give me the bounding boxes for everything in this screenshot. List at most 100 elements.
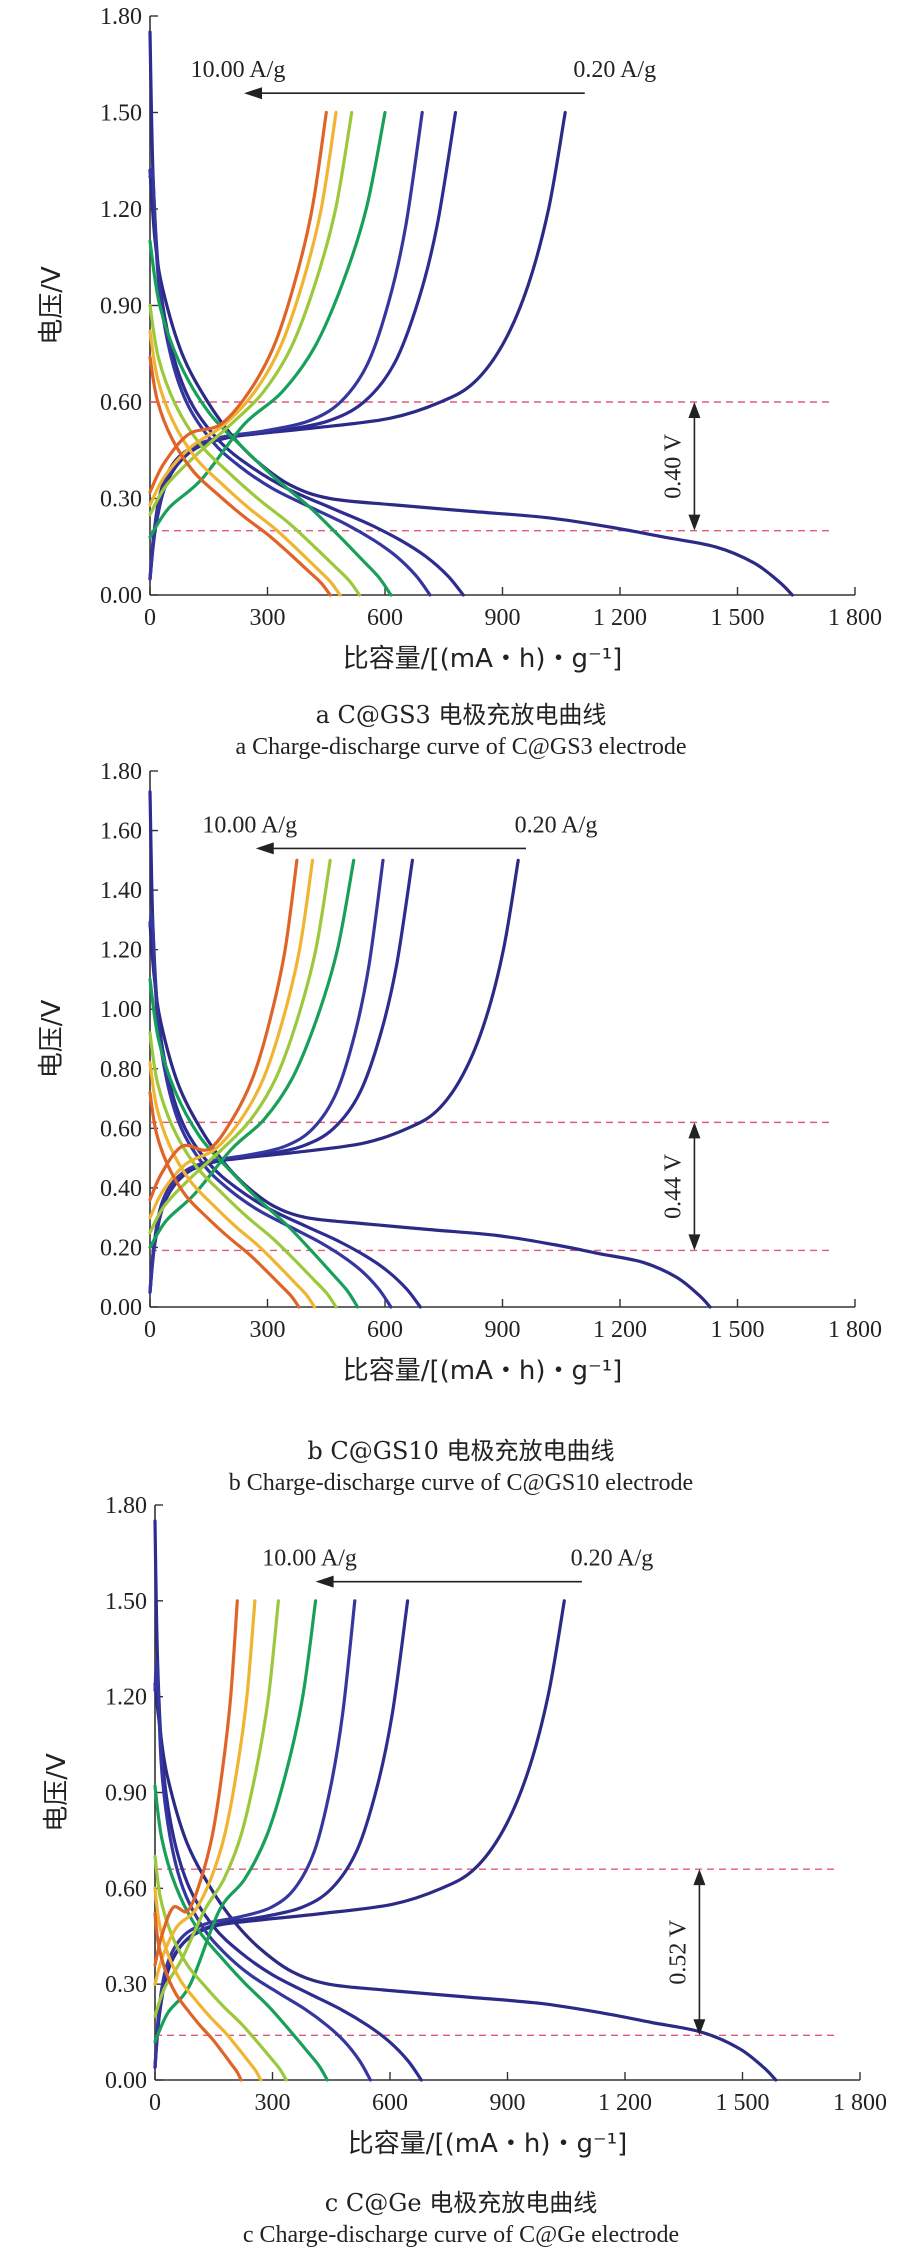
- discharge-curve-6: [153, 1886, 263, 2082]
- caption-cn-c: c C@Ge 电极充放电曲线: [324, 2189, 598, 2217]
- y-tick-label: 1.00: [100, 997, 142, 1023]
- charge-curve-3: [148, 110, 424, 581]
- x-tick-label: 300: [250, 605, 286, 631]
- discharge-curve-1: [148, 168, 794, 597]
- discharge-curve-1: [153, 1682, 778, 2082]
- x-axis-label: 比容量/[(mA・h)・g⁻¹]: [348, 2129, 628, 2159]
- charge-curve-1: [148, 110, 567, 581]
- x-tick-label: 0: [149, 2090, 161, 2116]
- y-axis-label: 电压/V: [37, 266, 67, 345]
- charge-curve-5: [153, 1599, 280, 2018]
- charge-curve-3: [153, 1599, 357, 2069]
- gap-arrow-head-down: [693, 2019, 706, 2036]
- x-axis-label: 比容量/[(mA・h)・g⁻¹]: [343, 1356, 623, 1386]
- charge-curve-6: [148, 110, 338, 507]
- chart-panel-a: 0.00 0.30 0.60 0.90 1.20 1.50 1.80 0 300 600 900 1 …: [0, 0, 922, 760]
- discharge-curve-1: [148, 921, 712, 1309]
- x-tick-label: 1 500: [716, 2090, 770, 2116]
- caption-cn-a: a C@GS3 电极充放电曲线: [315, 701, 607, 729]
- caption-en-b: b Charge-discharge curve of C@GS10 elect…: [228, 1470, 694, 1496]
- gap-label: 0.40 V: [660, 433, 686, 499]
- charge-curve-4: [153, 1599, 318, 2044]
- y-tick-label: 1.20: [100, 197, 142, 223]
- discharge-curve-7: [153, 1912, 243, 2082]
- gap-arrow-head-up: [693, 1869, 706, 1886]
- charge-curve-2: [148, 858, 414, 1294]
- y-axis-label: 电压/V: [42, 1753, 72, 1832]
- rate-arrow-head: [244, 87, 262, 100]
- x-tick-label: 1 500: [711, 1317, 765, 1343]
- chart-a: 0.00 0.30 0.60 0.90 1.20 1.50 1.80 0 300 600 900 1 …: [37, 4, 882, 674]
- x-tick-label: 300: [255, 2090, 291, 2116]
- charge-curve-4: [148, 858, 356, 1249]
- rate-low-label: 0.20 A/g: [515, 812, 598, 838]
- y-tick-label: 0.90: [100, 294, 142, 320]
- rate-high-label: 10.00 A/g: [202, 812, 297, 838]
- caption-en-a: a Charge-discharge curve of C@GS3 electr…: [235, 734, 687, 760]
- charge-curve-1: [148, 858, 520, 1294]
- discharge-curve-5: [148, 1031, 338, 1309]
- y-tick-label: 0.30: [105, 1972, 147, 1998]
- x-tick-label: 1 200: [598, 2090, 652, 2116]
- gap-arrow-head-down: [688, 1234, 701, 1251]
- chart-panel-c: 0.00 0.30 0.60 0.90 1.20 1.50 1.80 0 300 600 900 1 …: [0, 1493, 922, 2256]
- y-tick-label: 1.80: [100, 759, 142, 785]
- x-tick-label: 0: [144, 1317, 156, 1343]
- discharge-curve-5: [148, 303, 362, 597]
- y-tick-label: 0.20: [100, 1235, 142, 1261]
- gap-arrow-head-up: [688, 402, 701, 418]
- charge-curve-2: [148, 110, 458, 581]
- discharge-curve-7: [148, 355, 332, 597]
- y-tick-label: 1.20: [105, 1685, 147, 1711]
- x-tick-label: 900: [485, 1317, 521, 1343]
- y-tick-label: 1.40: [100, 878, 142, 904]
- y-tick-label: 0.60: [105, 1876, 147, 1902]
- x-tick-label: 1 500: [711, 605, 765, 631]
- rate-arrow-head: [315, 1575, 334, 1588]
- discharge-curve-3: [148, 167, 432, 597]
- x-tick-label: 900: [490, 2090, 526, 2116]
- y-tick-label: 1.80: [100, 4, 142, 30]
- y-tick-label: 0.80: [100, 1057, 142, 1083]
- rate-arrow-head: [255, 842, 274, 855]
- discharge-curve-4: [153, 1784, 329, 2082]
- x-tick-label: 1 800: [828, 605, 882, 631]
- y-tick-label: 0.60: [100, 1116, 142, 1142]
- discharge-curve-4: [148, 239, 393, 597]
- y-tick-label: 0.00: [100, 583, 142, 609]
- charge-curve-7: [153, 1599, 239, 1967]
- x-tick-label: 0: [144, 605, 156, 631]
- rate-low-label: 0.20 A/g: [571, 1546, 654, 1572]
- caption-cn-b: b C@GS10 电极充放电曲线: [307, 1437, 615, 1465]
- discharge-curve-4: [148, 977, 360, 1309]
- x-tick-label: 1 200: [593, 1317, 647, 1343]
- y-tick-label: 1.60: [100, 819, 142, 845]
- discharge-curve-3: [148, 912, 393, 1309]
- y-tick-label: 0.40: [100, 1176, 142, 1202]
- gap-arrow-head-down: [688, 514, 701, 531]
- chart-b: 0.00 0.20 0.40 0.60 0.80 1.00 1.20 1.40 1.60 1.80…: [37, 759, 882, 1386]
- rate-high-label: 10.00 A/g: [191, 57, 286, 83]
- y-tick-label: 1.50: [105, 1589, 147, 1615]
- y-tick-label: 1.20: [100, 938, 142, 964]
- discharge-curve-3: [153, 1660, 372, 2082]
- y-tick-label: 1.80: [105, 1493, 147, 1519]
- x-tick-label: 600: [372, 2090, 408, 2116]
- discharge-curve-7: [148, 1091, 301, 1309]
- charge-curve-6: [148, 858, 315, 1220]
- x-tick-label: 600: [367, 1317, 403, 1343]
- y-tick-label: 1.50: [100, 101, 142, 127]
- discharge-curve-2: [148, 790, 422, 1309]
- caption-en-c: c Charge-discharge curve of C@Ge electro…: [242, 2222, 680, 2248]
- charge-curve-7: [148, 110, 328, 494]
- rate-low-label: 0.20 A/g: [573, 57, 656, 83]
- charge-curve-2: [153, 1599, 410, 2069]
- charge-curve-6: [153, 1599, 257, 1986]
- y-tick-label: 0.30: [100, 487, 142, 513]
- y-axis-label: 电压/V: [37, 1000, 67, 1079]
- gap-arrow-head-up: [688, 1122, 701, 1139]
- chart-panel-b: 0.00 0.20 0.40 0.60 0.80 1.00 1.20 1.40 1.60 1.80…: [0, 759, 922, 1500]
- gap-label: 0.44 V: [660, 1153, 686, 1219]
- y-tick-label: 0.00: [100, 1295, 142, 1321]
- x-tick-label: 1 200: [593, 605, 647, 631]
